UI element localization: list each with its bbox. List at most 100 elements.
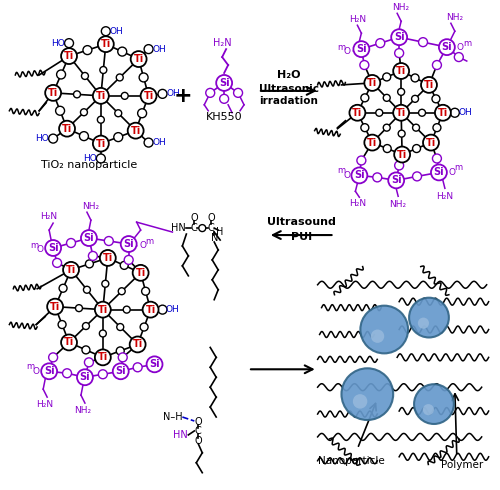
Text: O: O [456,43,464,51]
Circle shape [382,73,390,81]
Text: NH₂: NH₂ [446,13,464,22]
Circle shape [354,41,370,57]
Text: N–H: N–H [162,412,182,422]
Circle shape [93,88,109,104]
Text: Si: Si [394,32,404,42]
Circle shape [199,224,206,232]
Circle shape [102,280,109,287]
Text: HN: HN [173,430,188,440]
Circle shape [342,368,393,420]
Text: HN: HN [171,223,186,233]
Text: m: m [338,43,345,51]
Circle shape [102,27,110,36]
Text: H₂N: H₂N [436,192,454,201]
Text: HO: HO [83,154,97,163]
Circle shape [412,124,420,131]
Circle shape [432,154,442,163]
Text: Ti: Ti [146,305,156,315]
Text: Ti: Ti [438,108,448,118]
Circle shape [63,262,79,278]
Circle shape [74,91,80,98]
Text: Ti: Ti [48,88,58,98]
Text: Ti: Ti [134,54,144,64]
Circle shape [140,88,156,104]
Circle shape [411,74,419,82]
Circle shape [45,240,61,256]
Circle shape [361,123,369,132]
Text: NH₂: NH₂ [390,200,406,209]
Circle shape [59,121,75,137]
Text: Ti: Ti [367,78,378,88]
Circle shape [360,306,408,353]
Text: Ti: Ti [96,91,106,101]
Circle shape [158,89,167,98]
Text: Ti: Ti [98,352,108,363]
Circle shape [82,322,89,329]
Text: OH: OH [459,108,472,117]
Text: m: m [338,166,345,175]
Circle shape [66,239,76,247]
Text: Nanoparticle: Nanoparticle [318,456,385,466]
Circle shape [216,75,232,91]
Circle shape [360,61,369,70]
Circle shape [423,404,434,415]
Circle shape [64,39,74,48]
Text: Ti: Ti [130,125,141,136]
Text: Si: Si [48,243,58,253]
Text: Ultrasound: Ultrasound [268,217,336,227]
Text: m: m [464,39,472,48]
Circle shape [48,353,58,362]
Circle shape [132,265,148,281]
Circle shape [113,363,128,379]
Text: H₂N: H₂N [349,199,366,208]
Text: Si: Si [149,359,160,369]
Circle shape [439,39,455,55]
Text: OH: OH [166,305,179,314]
Circle shape [76,305,82,312]
Circle shape [83,46,92,54]
Circle shape [123,306,130,313]
Text: Ti: Ti [132,340,143,349]
Circle shape [59,284,67,292]
Text: Si: Si [116,367,126,376]
Text: O: O [32,367,40,376]
Circle shape [130,337,146,352]
Circle shape [80,109,87,116]
Circle shape [394,161,404,170]
Circle shape [353,394,368,409]
Text: Ti: Ti [100,39,111,49]
Circle shape [383,145,391,152]
Text: Ti: Ti [367,138,378,147]
Circle shape [130,51,146,67]
Text: KH550: KH550 [206,112,242,122]
Circle shape [418,38,428,47]
Circle shape [133,363,142,372]
Circle shape [388,172,404,188]
Circle shape [120,236,136,252]
Circle shape [117,323,123,331]
Circle shape [144,45,153,53]
Circle shape [418,318,429,329]
Circle shape [95,302,111,318]
Circle shape [421,77,437,93]
Text: Ti: Ti [424,80,434,90]
Circle shape [423,135,439,150]
Circle shape [138,109,146,118]
Text: Ti: Ti [352,108,362,118]
Circle shape [84,358,94,367]
Text: H₂N: H₂N [36,399,54,409]
Circle shape [352,168,368,183]
Circle shape [98,36,114,52]
Text: Si: Si [354,171,364,180]
Circle shape [412,145,420,152]
Circle shape [47,299,63,315]
Text: Ti: Ti [62,123,72,134]
Text: Si: Si [391,175,402,185]
Text: Polymer: Polymer [440,460,483,470]
Circle shape [142,302,158,318]
Circle shape [364,135,380,150]
Circle shape [393,63,409,79]
Text: Ti: Ti [396,66,406,76]
Circle shape [61,48,77,64]
Circle shape [124,255,133,265]
